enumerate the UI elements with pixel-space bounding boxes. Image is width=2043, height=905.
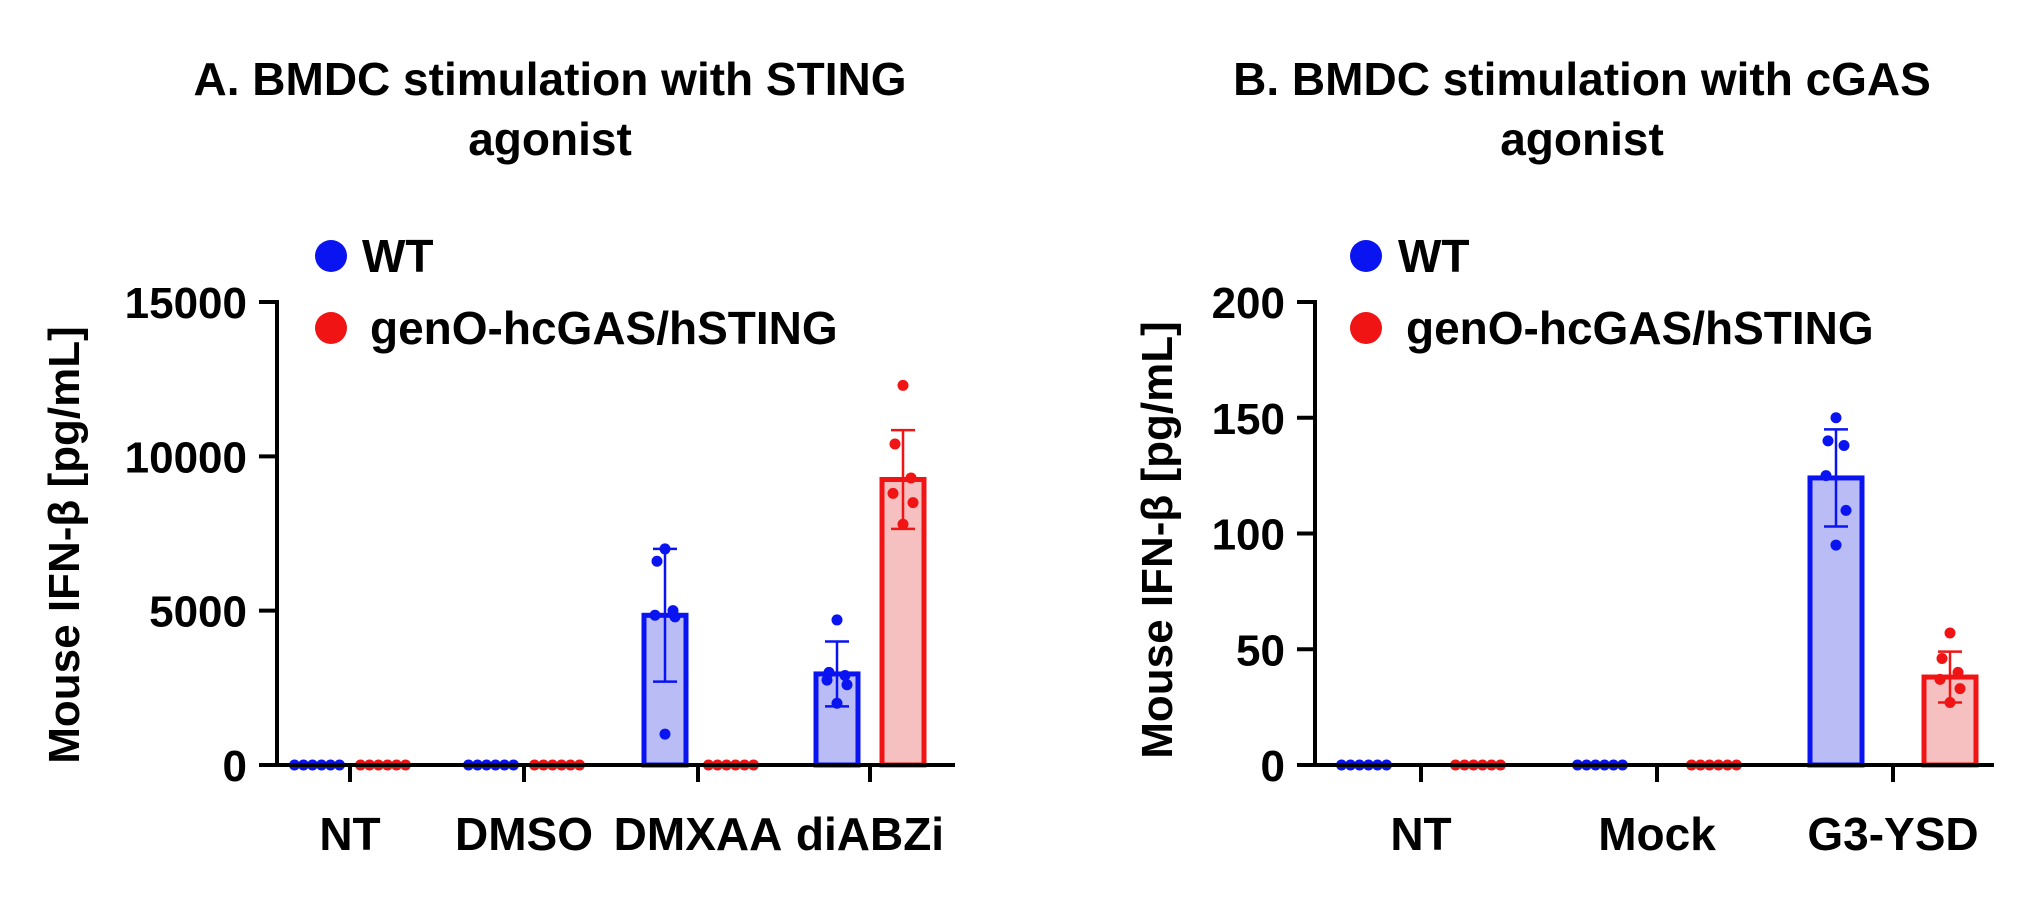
panel-a: A. BMDC stimulation with STING agonist M… [40, 53, 955, 860]
panel-a-title-line-1: A. BMDC stimulation with STING [194, 53, 907, 105]
panel-a-point-wt-diabzi-6 [831, 697, 843, 709]
panel-a-xtick-label-1: DMSO [455, 808, 593, 860]
panel-b-xtick-label-2: G3-YSD [1807, 808, 1978, 860]
panel-b-point-wt-g3-ysd-2 [1822, 435, 1834, 447]
panel-a-ytick-label-2: 10000 [125, 433, 247, 482]
panel-b-ytick-label-4: 200 [1212, 279, 1285, 328]
panel-a-point-mut-diabzi-5 [907, 497, 919, 509]
panel-a-ytick-label-1: 5000 [149, 588, 247, 637]
panel-a-point-mut-diabzi-3 [905, 472, 917, 484]
panel-b-point-mut-g3-ysd-5 [1954, 683, 1966, 695]
panel-a-point-wt-dmxaa-6 [659, 728, 671, 740]
panel-b-point-mut-g3-ysd-6 [1944, 696, 1956, 708]
panel-a-title-line-2: agonist [468, 113, 632, 165]
panel-b-xtick-label-0: NT [1390, 808, 1451, 860]
panel-a-xtick-label-0: NT [319, 808, 380, 860]
panel-b-point-mut-g3-ysd-3 [1952, 666, 1964, 678]
panel-a-point-wt-dmxaa-1 [659, 543, 671, 555]
panel-a-y-axis-label: Mouse IFN-β [pg/mL] [40, 326, 89, 763]
panel-a-xtick-label-3: diABZi [796, 808, 944, 860]
panel-b-ytick-label-1: 50 [1236, 626, 1285, 675]
panel-b-y-axis-label: Mouse IFN-β [pg/mL] [1133, 321, 1182, 758]
panel-b-point-wt-g3-ysd-1 [1830, 412, 1842, 424]
panel-b-point-wt-g3-ysd-4 [1820, 470, 1832, 482]
panel-a-point-wt-dmxaa-4 [649, 609, 661, 621]
panel-a-point-wt-diabzi-5 [841, 679, 853, 691]
panel-b-xtick-label-1: Mock [1598, 808, 1716, 860]
panel-a-plot-area: 0 5000 10000 15000 NT DMSO DMXAA diABZi [125, 279, 955, 860]
panel-b-ytick-label-2: 100 [1212, 511, 1285, 560]
panel-a-legend-wt-label: WT [362, 230, 434, 282]
panel-b-point-wt-g3-ysd-6 [1830, 539, 1842, 551]
panel-b-ytick-label-3: 150 [1212, 395, 1285, 444]
panel-a-legend: WT genO-hcGAS/hSTING [315, 230, 838, 354]
panel-a-point-wt-diabzi-4 [821, 674, 833, 686]
panel-b-title-line-2: agonist [1500, 113, 1664, 165]
panel-b-legend: WT genO-hcGAS/hSTING [1350, 230, 1874, 354]
panel-b-legend-wt-label: WT [1398, 230, 1470, 282]
panel-a-legend-wt-marker [315, 240, 347, 272]
panel-a-point-wt-dmxaa-2 [651, 555, 663, 567]
panel-a-point-mut-diabzi-1 [897, 379, 909, 391]
panel-b: B. BMDC stimulation with cGAS agonist Mo… [1133, 53, 1994, 860]
panel-b-title-line-1: B. BMDC stimulation with cGAS [1233, 53, 1931, 105]
panel-b-point-mut-g3-ysd-4 [1934, 673, 1946, 685]
panel-b-point-mut-g3-ysd-2 [1936, 653, 1948, 665]
panel-a-point-mut-diabzi-2 [889, 438, 901, 450]
panel-a-ytick-label-0: 0 [223, 742, 247, 791]
panel-a-point-wt-diabzi-1 [831, 614, 843, 626]
panel-a-point-wt-diabzi-3 [839, 669, 851, 681]
panel-a-legend-mut-marker [315, 312, 347, 344]
panel-b-legend-mut-label: genO-hcGAS/hSTING [1406, 302, 1874, 354]
panel-b-point-mut-g3-ysd-1 [1944, 627, 1956, 639]
panel-b-ytick-label-0: 0 [1261, 742, 1285, 791]
panel-b-plot-area: 0 50 100 150 200 NT Mock G3-YSD [1212, 279, 1994, 860]
panel-b-legend-mut-marker [1350, 312, 1382, 344]
panel-a-ytick-label-3: 15000 [125, 279, 247, 328]
panel-b-point-wt-g3-ysd-5 [1840, 504, 1852, 516]
panel-a-point-wt-dmxaa-5 [669, 611, 681, 623]
panel-a-legend-mut-label: genO-hcGAS/hSTING [370, 302, 838, 354]
panel-a-xtick-label-2: DMXAA [614, 808, 783, 860]
panel-b-legend-wt-marker [1350, 240, 1382, 272]
panel-a-point-mut-diabzi-6 [897, 518, 909, 530]
panel-a-point-mut-diabzi-4 [887, 487, 899, 499]
panel-b-point-wt-g3-ysd-3 [1838, 440, 1850, 452]
